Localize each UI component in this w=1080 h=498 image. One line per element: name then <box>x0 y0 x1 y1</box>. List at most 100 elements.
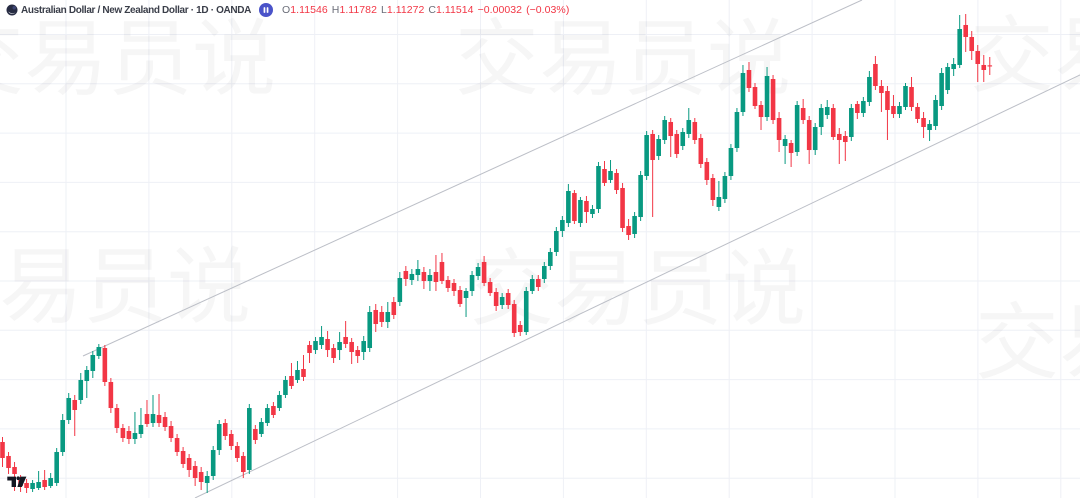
candle[interactable] <box>680 127 686 151</box>
candle[interactable] <box>728 144 734 180</box>
candle[interactable] <box>614 169 619 194</box>
candle[interactable] <box>927 120 932 142</box>
candle[interactable] <box>644 130 649 180</box>
candle[interactable] <box>957 15 962 68</box>
tradingview-logo-icon[interactable] <box>7 476 28 488</box>
candle[interactable] <box>331 344 336 364</box>
candle[interactable] <box>824 100 830 119</box>
candle[interactable] <box>499 293 505 310</box>
candle[interactable] <box>855 100 860 119</box>
candle[interactable] <box>764 66 770 122</box>
candle[interactable] <box>349 338 354 364</box>
candle[interactable] <box>945 63 950 94</box>
candle[interactable] <box>517 321 523 337</box>
candle[interactable] <box>253 424 258 445</box>
candle[interactable] <box>174 433 180 456</box>
candle[interactable] <box>758 100 764 131</box>
candle[interactable] <box>132 412 138 445</box>
candle[interactable] <box>463 287 469 318</box>
candle[interactable] <box>337 332 342 361</box>
candle[interactable] <box>325 330 330 358</box>
candle[interactable] <box>933 94 938 131</box>
candle[interactable] <box>800 99 806 125</box>
candle[interactable] <box>373 303 379 333</box>
candle[interactable] <box>632 212 637 239</box>
candle[interactable] <box>397 272 403 307</box>
candle[interactable] <box>903 82 908 110</box>
candle[interactable] <box>879 79 884 113</box>
candle[interactable] <box>746 61 752 92</box>
candle[interactable] <box>830 103 836 140</box>
candle[interactable] <box>469 270 475 297</box>
candle[interactable] <box>909 76 914 112</box>
candle[interactable] <box>969 30 975 61</box>
candle[interactable] <box>716 181 722 212</box>
candle[interactable] <box>241 451 246 479</box>
candle[interactable] <box>493 287 499 312</box>
candle[interactable] <box>849 103 854 142</box>
candle[interactable] <box>481 255 487 286</box>
candle[interactable] <box>30 479 35 492</box>
candle[interactable] <box>554 227 559 256</box>
candle[interactable] <box>596 161 601 213</box>
candle[interactable] <box>439 252 445 285</box>
candle[interactable] <box>168 421 174 443</box>
candle[interactable] <box>487 278 493 297</box>
candle[interactable] <box>939 67 944 110</box>
candle[interactable] <box>234 442 240 462</box>
candle[interactable] <box>72 394 78 437</box>
candle[interactable] <box>885 85 890 140</box>
candle[interactable] <box>963 14 968 52</box>
candle[interactable] <box>451 278 457 297</box>
candle[interactable] <box>674 130 680 158</box>
candle[interactable] <box>867 70 872 107</box>
candle[interactable] <box>602 160 607 186</box>
candle[interactable] <box>692 118 698 145</box>
candle[interactable] <box>578 196 583 228</box>
candle[interactable] <box>391 296 397 319</box>
candle[interactable] <box>259 418 264 437</box>
trend-channel[interactable] <box>82 0 1080 498</box>
candle[interactable] <box>301 354 306 382</box>
candle[interactable] <box>584 196 589 224</box>
candle[interactable] <box>740 64 746 116</box>
candle[interactable] <box>806 115 812 164</box>
candle[interactable] <box>987 57 993 76</box>
candle[interactable] <box>861 96 866 118</box>
market-status-pause-icon[interactable] <box>259 3 274 17</box>
candle[interactable] <box>313 336 318 355</box>
trend-channel-upper-line[interactable] <box>82 0 863 357</box>
candle[interactable] <box>752 82 758 110</box>
candle[interactable] <box>457 285 463 307</box>
candle[interactable] <box>186 454 192 477</box>
candle[interactable] <box>421 266 427 289</box>
candle[interactable] <box>529 275 535 294</box>
candle[interactable] <box>228 430 234 451</box>
candle[interactable] <box>873 55 878 91</box>
candle[interactable] <box>6 451 11 474</box>
candle[interactable] <box>891 94 896 119</box>
candle[interactable] <box>216 420 222 455</box>
candle[interactable] <box>102 345 108 386</box>
candle[interactable] <box>608 160 613 183</box>
candle[interactable] <box>210 445 216 480</box>
candle[interactable] <box>794 100 800 156</box>
candle[interactable] <box>475 263 481 280</box>
candle[interactable] <box>295 360 300 383</box>
candle[interactable] <box>343 321 348 349</box>
candle[interactable] <box>704 157 710 185</box>
candle[interactable] <box>409 269 415 285</box>
candle[interactable] <box>981 54 987 82</box>
candle[interactable] <box>698 133 704 168</box>
candle[interactable] <box>818 103 824 136</box>
candle[interactable] <box>108 378 114 413</box>
candle[interactable] <box>710 173 716 207</box>
candle[interactable] <box>156 393 162 428</box>
candle[interactable] <box>427 269 433 291</box>
candle[interactable] <box>560 215 565 237</box>
candle[interactable] <box>782 135 788 164</box>
candle[interactable] <box>662 115 667 145</box>
candle[interactable] <box>542 261 547 283</box>
candle[interactable] <box>668 118 674 158</box>
